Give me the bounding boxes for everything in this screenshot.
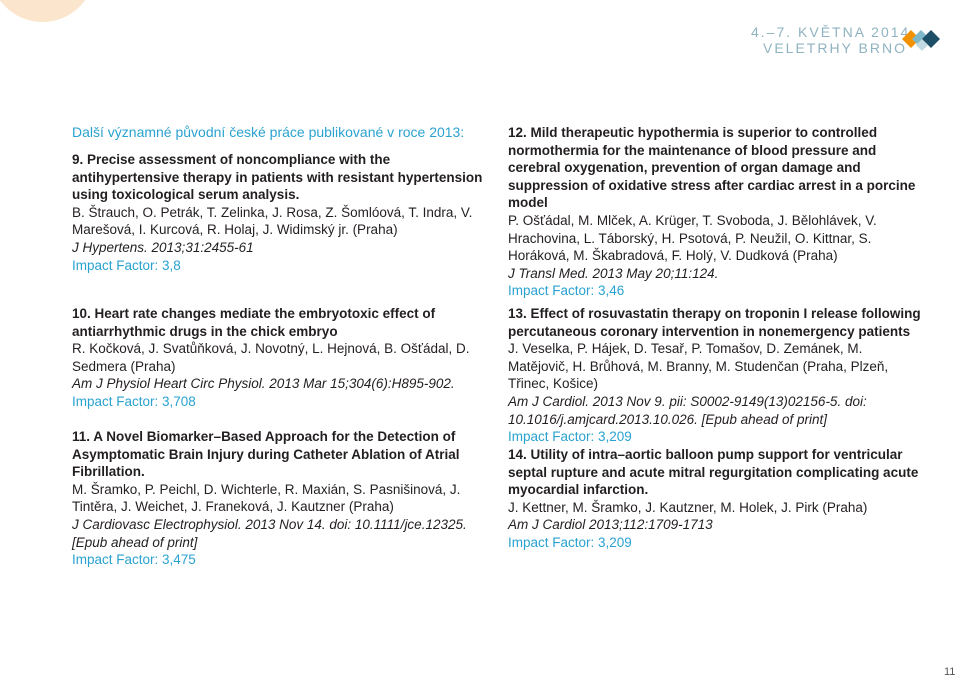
impact-factor: Impact Factor: 3,209 (508, 429, 632, 445)
publication-authors: R. Kočková, J. Svatůňková, J. Novotný, L… (72, 341, 470, 374)
publication-authors: M. Šramko, P. Peichl, D. Wichterle, R. M… (72, 481, 461, 515)
publication-journal: J Cardiovasc Electrophysiol. 2013 Nov 14… (72, 516, 467, 550)
publication-entry: 10. Heart rate changes mediate the embry… (72, 305, 488, 411)
publication-authors: J. Kettner, M. Šramko, J. Kautzner, M. H… (508, 499, 868, 515)
publication-authors: J. Veselka, P. Hájek, D. Tesař, P. Tomaš… (508, 341, 889, 392)
publication-journal: J Hypertens. 2013;31:2455-61 (72, 239, 254, 255)
publication-authors: P. Ošťádal, M. Mlček, A. Krüger, T. Svob… (508, 212, 877, 264)
event-date: 4.–7. KVĚTNA 2014 (751, 24, 911, 40)
publication-title: 14. Utility of intra–aortic balloon pump… (508, 447, 919, 498)
page-number: 11 (944, 666, 956, 678)
publication-journal: Am J Cardiol 2013;112:1709-1713 (508, 517, 713, 533)
publication-entry: 14. Utility of intra–aortic balloon pump… (508, 446, 926, 552)
impact-factor: Impact Factor: 3,8 (72, 257, 181, 273)
publication-entry: 12. Mild therapeutic hypothermia is supe… (508, 124, 926, 300)
publication-authors: B. Štrauch, O. Petrák, T. Zelinka, J. Ro… (72, 204, 473, 238)
publication-entry: 11. A Novel Biomarker–Based Approach for… (72, 428, 488, 569)
section-heading: Další významné původní české práce publi… (72, 124, 465, 140)
publication-entry: 9. Precise assessment of noncompliance w… (72, 151, 488, 274)
impact-factor: Impact Factor: 3,46 (508, 283, 625, 299)
impact-factor: Impact Factor: 3,209 (508, 534, 632, 550)
publication-journal: Am J Cardiol. 2013 Nov 9. pii: S0002-914… (508, 393, 867, 427)
decorative-circle (0, 0, 95, 22)
impact-factor: Impact Factor: 3,475 (72, 552, 196, 568)
publication-journal: J Transl Med. 2013 May 20;11:124. (508, 265, 719, 281)
publication-title: 12. Mild therapeutic hypothermia is supe… (508, 125, 916, 211)
publication-title: 10. Heart rate changes mediate the embry… (72, 306, 436, 339)
impact-factor: Impact Factor: 3,708 (72, 393, 196, 409)
publication-journal: Am J Physiol Heart Circ Physiol. 2013 Ma… (72, 376, 455, 392)
event-venue: VELETRHY BRNO (763, 40, 907, 56)
publication-title: 9. Precise assessment of noncompliance w… (72, 152, 483, 203)
publication-title: 13. Effect of rosuvastatin therapy on tr… (508, 306, 921, 339)
publication-title: 11. A Novel Biomarker–Based Approach for… (72, 429, 460, 480)
publication-entry: 13. Effect of rosuvastatin therapy on tr… (508, 305, 926, 446)
event-logo-icon (902, 30, 940, 51)
